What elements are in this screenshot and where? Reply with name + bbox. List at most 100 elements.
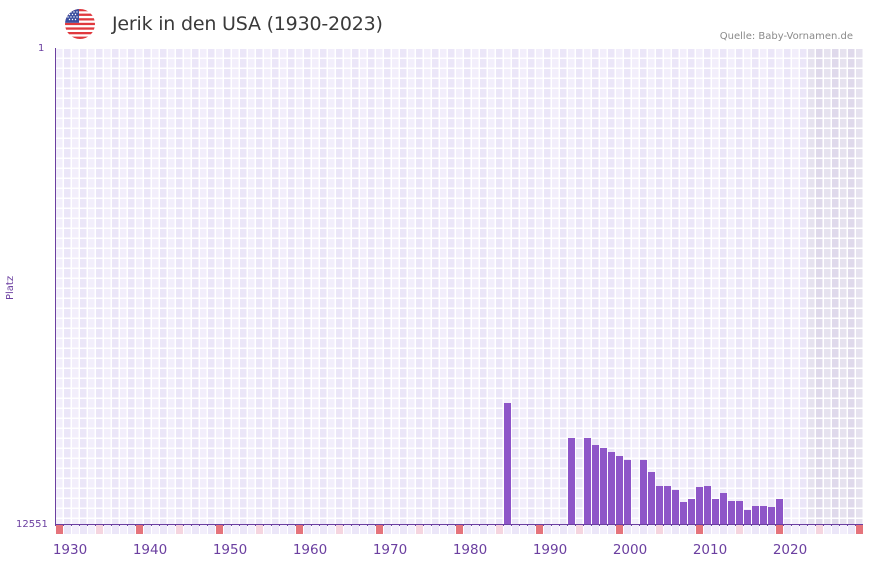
year-marker	[696, 525, 703, 534]
year-marker	[568, 525, 575, 534]
year-marker	[144, 525, 151, 534]
bar-2008[interactable]	[696, 487, 703, 525]
bar-2005[interactable]	[672, 490, 679, 525]
year-marker	[432, 525, 439, 534]
year-marker	[776, 525, 783, 534]
bar-2010[interactable]	[712, 499, 719, 525]
bar-2017[interactable]	[768, 507, 775, 525]
year-marker	[496, 525, 503, 534]
year-marker	[184, 525, 191, 534]
year-marker	[96, 525, 103, 534]
bar-series	[55, 48, 863, 525]
year-marker	[376, 525, 383, 534]
year-marker	[520, 525, 527, 534]
year-marker	[392, 525, 399, 534]
year-marker	[640, 525, 647, 534]
year-marker	[744, 525, 751, 534]
year-marker	[768, 525, 775, 534]
year-marker	[672, 525, 679, 534]
x-tick-label: 2020	[772, 542, 808, 558]
year-marker	[848, 525, 855, 534]
bar-2002[interactable]	[648, 472, 655, 525]
x-tick-label: 1980	[452, 542, 488, 558]
year-marker	[792, 525, 799, 534]
year-marker	[344, 525, 351, 534]
source-credit: Quelle: Baby-Vornamen.de	[719, 31, 853, 42]
bar-2007[interactable]	[688, 499, 695, 525]
bar-2004[interactable]	[664, 486, 671, 525]
year-marker	[584, 525, 591, 534]
year-marker	[688, 525, 695, 534]
year-marker	[328, 525, 335, 534]
bar-2006[interactable]	[680, 502, 687, 525]
bar-2013[interactable]	[736, 501, 743, 525]
year-marker	[728, 525, 735, 534]
year-marker	[176, 525, 183, 534]
bar-1996[interactable]	[600, 448, 607, 525]
bar-2001[interactable]	[640, 460, 647, 525]
y-axis-line	[55, 48, 56, 526]
year-marker	[808, 525, 815, 534]
bar-2011[interactable]	[720, 493, 727, 525]
bar-1994[interactable]	[584, 438, 591, 525]
year-marker	[312, 525, 319, 534]
bar-2009[interactable]	[704, 486, 711, 525]
x-tick-label: 1930	[52, 542, 88, 558]
year-marker	[480, 525, 487, 534]
year-marker	[232, 525, 239, 534]
y-tick-bottom: 12551	[16, 519, 48, 530]
year-marker	[88, 525, 95, 534]
year-marker	[120, 525, 127, 534]
year-marker	[104, 525, 111, 534]
year-marker	[352, 525, 359, 534]
year-marker	[656, 525, 663, 534]
x-tick-label: 1960	[292, 542, 328, 558]
bar-1995[interactable]	[592, 445, 599, 525]
bar-1984[interactable]	[504, 403, 511, 525]
bar-1998[interactable]	[616, 456, 623, 525]
year-marker	[608, 525, 615, 534]
year-marker	[536, 525, 543, 534]
year-marker	[440, 525, 447, 534]
bar-2016[interactable]	[760, 506, 767, 525]
bar-2003[interactable]	[656, 486, 663, 525]
year-marker	[320, 525, 327, 534]
year-marker	[72, 525, 79, 534]
bar-1999[interactable]	[624, 460, 631, 525]
year-marker	[200, 525, 207, 534]
year-marker	[552, 525, 559, 534]
year-marker	[424, 525, 431, 534]
y-tick-top: 1	[38, 43, 45, 54]
year-marker	[384, 525, 391, 534]
plot-area	[55, 48, 863, 525]
bar-2015[interactable]	[752, 506, 759, 525]
bar-1997[interactable]	[608, 452, 615, 525]
year-marker	[784, 525, 791, 534]
year-marker	[136, 525, 143, 534]
year-marker-strip	[55, 525, 863, 535]
year-marker	[736, 525, 743, 534]
year-marker	[264, 525, 271, 534]
year-marker	[240, 525, 247, 534]
year-marker	[760, 525, 767, 534]
y-axis-title: Platz	[5, 275, 16, 300]
year-marker	[248, 525, 255, 534]
year-marker	[400, 525, 407, 534]
year-marker	[824, 525, 831, 534]
year-marker	[456, 525, 463, 534]
year-marker	[256, 525, 263, 534]
bar-2018[interactable]	[776, 499, 783, 525]
year-marker	[192, 525, 199, 534]
year-marker	[752, 525, 759, 534]
bar-1992[interactable]	[568, 438, 575, 525]
bar-2014[interactable]	[744, 510, 751, 525]
year-marker	[648, 525, 655, 534]
us-flag-icon	[65, 9, 95, 39]
year-marker	[208, 525, 215, 534]
year-marker	[624, 525, 631, 534]
year-marker	[816, 525, 823, 534]
year-marker	[304, 525, 311, 534]
year-marker	[272, 525, 279, 534]
bar-2012[interactable]	[728, 501, 735, 525]
year-marker	[368, 525, 375, 534]
